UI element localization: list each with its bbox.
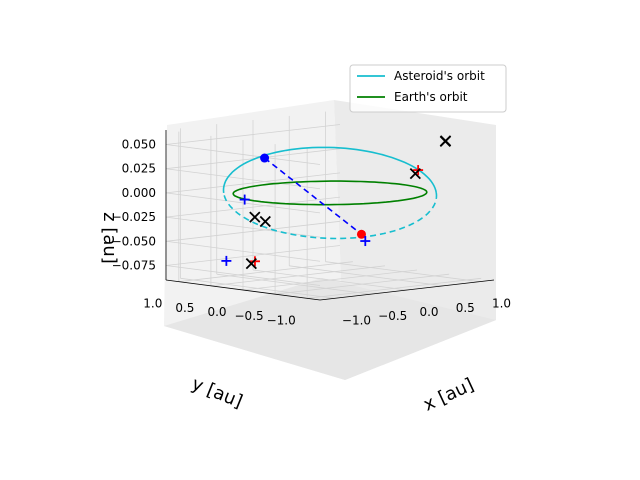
tick-labels: −1.0 −0.5 0.0 0.5 1.0−1.0−0.50.00.51.0−0.075… xyxy=(112,138,511,328)
y-gridline xyxy=(178,261,353,283)
z-tick-label: −0.025 xyxy=(112,210,156,224)
red-dot-marker xyxy=(356,229,366,239)
y-tick-label: 0.5 xyxy=(175,301,194,315)
y-gridline xyxy=(275,273,450,295)
z-axis-label: z [au] xyxy=(99,212,120,264)
floor-pane xyxy=(164,278,496,380)
black-x-marker xyxy=(409,168,421,180)
z-tick-label: 0.025 xyxy=(122,162,156,176)
axis-edges xyxy=(165,130,495,301)
x-tick-label: 0.0 xyxy=(419,305,438,319)
red-plus-marker xyxy=(249,256,260,267)
earth-orbit-line xyxy=(232,180,428,206)
black-x-marker xyxy=(439,135,452,147)
z-gridline xyxy=(165,124,341,145)
y-tick-label: −1.0 xyxy=(267,313,296,327)
y-axis-label: y [au] xyxy=(189,373,246,412)
z-gridline xyxy=(165,216,321,238)
z-gridline xyxy=(165,265,321,286)
y-tick-label: 1.0 xyxy=(143,297,162,311)
legend: Asteroid's orbit Earth's orbit xyxy=(349,64,507,113)
z-tick-label: 0.000 xyxy=(122,186,156,200)
x-tick-label: 0.5 xyxy=(456,301,475,315)
orbit-markers xyxy=(221,135,452,270)
z-tick-label: −0.075 xyxy=(112,258,156,272)
x-axis-line xyxy=(319,279,495,301)
blue-plus-marker xyxy=(360,236,371,247)
y-tick-label: 0.0 xyxy=(207,305,226,319)
node-line xyxy=(264,157,362,235)
x-axis-label: x [au] xyxy=(420,374,477,415)
y-gridline xyxy=(242,269,418,291)
legend-asteroid-label: Asteroid's orbit xyxy=(394,69,485,83)
z-gridline xyxy=(165,172,341,194)
y-axis-line xyxy=(165,279,321,301)
blue-plus-marker xyxy=(221,255,232,266)
y-gridline xyxy=(210,265,385,287)
x-tick-label: −1.0 xyxy=(342,313,371,327)
legend-earth-label: Earth's orbit xyxy=(394,90,468,104)
grid-lines xyxy=(165,111,482,299)
y-tick-label: −0.5 xyxy=(235,309,264,323)
legend-box xyxy=(349,64,507,113)
z-gridline xyxy=(165,144,321,165)
blue-dot-marker xyxy=(260,153,270,163)
blue-plus-marker xyxy=(239,194,250,205)
z-gridline xyxy=(165,240,321,262)
black-x-marker xyxy=(259,215,271,228)
x-tick-label: 1.0 xyxy=(492,297,511,311)
black-x-marker xyxy=(245,258,257,270)
z-tick-label: −0.050 xyxy=(112,234,156,248)
black-x-marker xyxy=(249,211,261,223)
y-gridline xyxy=(307,277,482,299)
z-tick-label: 0.050 xyxy=(122,138,156,152)
z-gridline xyxy=(165,192,321,214)
x-tick-label: −0.5 xyxy=(378,309,407,323)
z-gridline xyxy=(165,220,341,242)
z-gridline xyxy=(165,245,341,266)
z-gridline xyxy=(165,168,321,190)
z-gridline xyxy=(165,196,341,218)
